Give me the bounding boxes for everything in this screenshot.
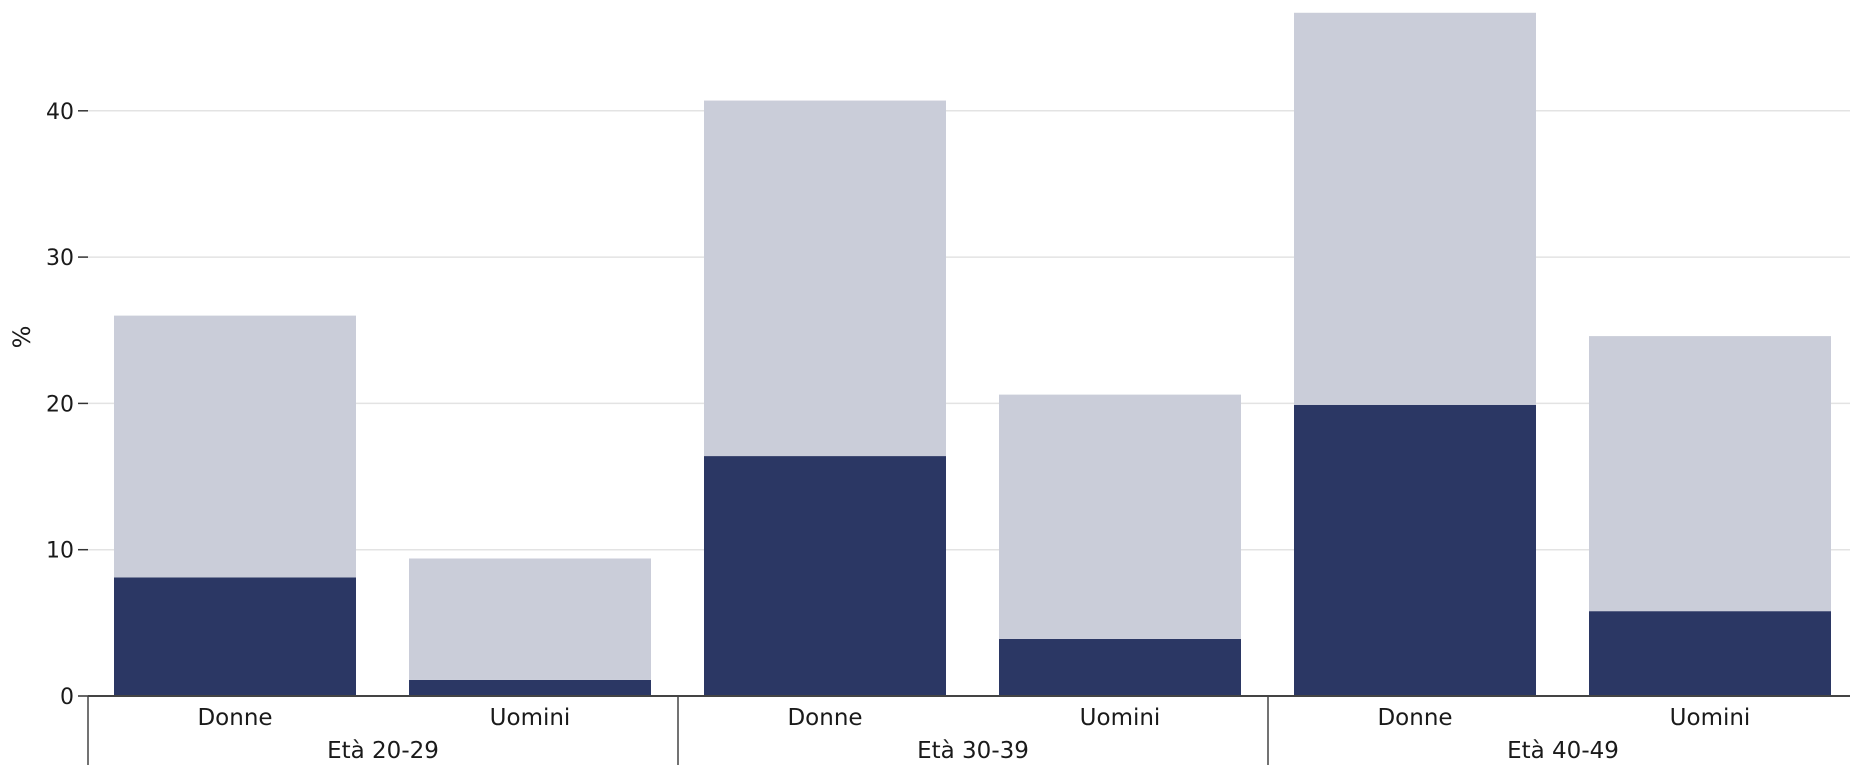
bar-segment-1 xyxy=(999,638,1241,696)
x-category-label: Uomini xyxy=(1670,705,1751,731)
bar-segment-2 xyxy=(114,315,356,578)
bar-segment-2 xyxy=(704,100,946,457)
bar-segment-1 xyxy=(409,679,651,696)
labels: 0 10 20 30 40 Donne Uomini Donne Uomini Donne Uomi… xyxy=(46,100,1750,764)
x-category-label: Donne xyxy=(1377,705,1452,731)
bar-segment-2 xyxy=(409,558,651,680)
x-group-label: Età 40-49 xyxy=(1507,738,1619,764)
x-category-label: Uomini xyxy=(490,705,571,731)
x-group-label: Età 30-39 xyxy=(917,738,1029,764)
y-tick-label: 40 xyxy=(46,100,74,125)
y-tick-label: 20 xyxy=(46,392,74,417)
y-tick-label: 0 xyxy=(60,685,74,710)
bar-segment-1 xyxy=(1589,611,1831,696)
gridlines xyxy=(88,110,1850,551)
bars xyxy=(114,12,1831,696)
axes xyxy=(78,110,1850,765)
y-tick-label: 30 xyxy=(46,246,74,271)
bar-segment-1 xyxy=(1294,404,1536,696)
x-category-label: Uomini xyxy=(1080,705,1161,731)
y-axis-label: % xyxy=(8,326,36,349)
bar-segment-1 xyxy=(704,456,946,696)
bar-segment-2 xyxy=(999,394,1241,639)
y-tick-label: 10 xyxy=(46,539,74,564)
bar-segment-2 xyxy=(1294,12,1536,405)
x-group-label: Età 20-29 xyxy=(327,738,439,764)
bar-segment-1 xyxy=(114,577,356,696)
x-category-label: Donne xyxy=(787,705,862,731)
x-category-label: Donne xyxy=(197,705,272,731)
bar-segment-2 xyxy=(1589,336,1831,612)
